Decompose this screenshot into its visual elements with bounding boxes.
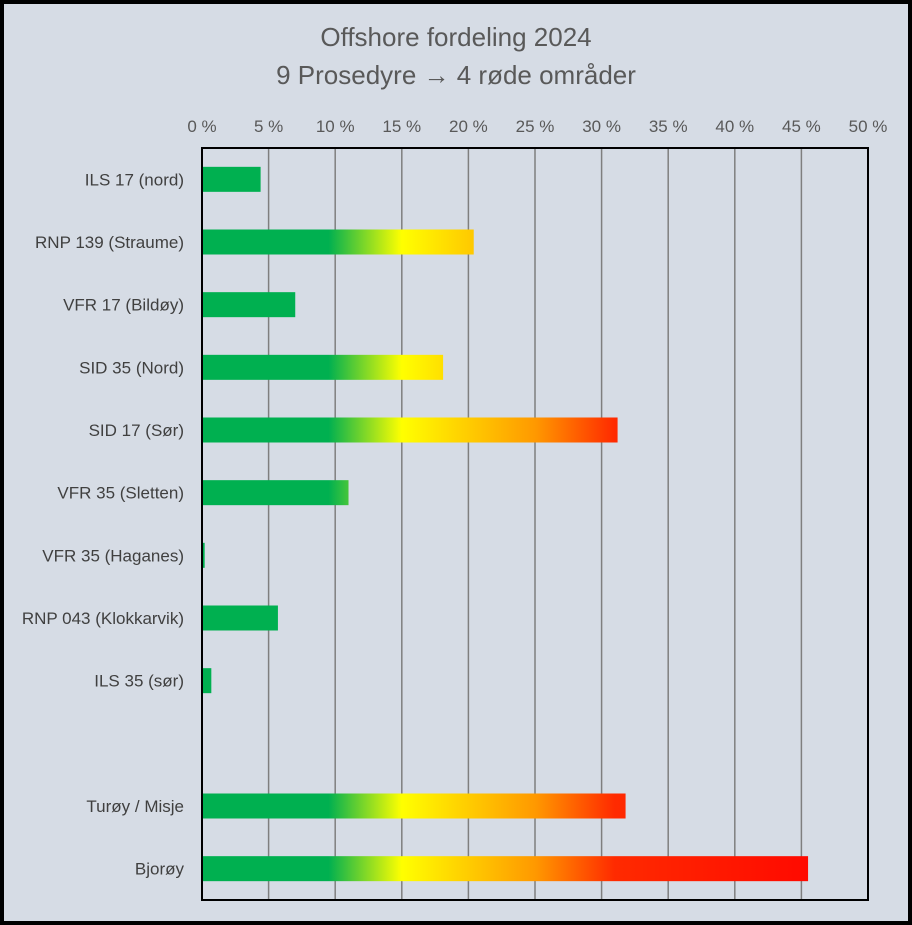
gridlines: [267, 148, 803, 900]
category-label: RNP 139 (Straume): [35, 233, 184, 252]
bar: [202, 480, 349, 506]
x-tick-label: 50 %: [849, 117, 888, 136]
x-tick-label: 30 %: [582, 117, 621, 136]
x-axis-tick-labels: 0 % 5 % 10 % 15 % 20 % 25 % 30 % 35 % 40 % 45 % 50…: [187, 117, 887, 136]
chart-title: Offshore fordeling 2024: [320, 22, 591, 52]
category-label: VFR 35 (Haganes): [42, 546, 184, 565]
category-labels: ILS 17 (nord) RNP 139 (Straume) VFR 17 (Bi…: [22, 170, 185, 878]
x-tick-label: 15 %: [382, 117, 421, 136]
category-label: VFR 35 (Sletten): [57, 484, 184, 503]
bars: [202, 166, 809, 882]
x-tick-label: 10 %: [316, 117, 355, 136]
bar: [202, 292, 296, 318]
category-label: ILS 35 (sør): [94, 672, 184, 691]
category-label: RNP 043 (Klokkarvik): [22, 609, 184, 628]
bar: [202, 542, 205, 568]
bar: [202, 417, 618, 443]
bar: [202, 793, 626, 819]
bar: [202, 668, 212, 694]
category-label: SID 17 (Sør): [89, 421, 184, 440]
bar: [202, 166, 261, 192]
category-label: VFR 17 (Bildøy): [63, 296, 184, 315]
category-label: Turøy / Misje: [86, 797, 184, 816]
x-tick-label: 0 %: [187, 117, 216, 136]
bar: [202, 605, 278, 631]
x-tick-label: 40 %: [715, 117, 754, 136]
x-tick-label: 5 %: [254, 117, 283, 136]
bar: [202, 229, 474, 255]
bar: [202, 354, 444, 380]
chart-subtitle: 9 Prosedyre → 4 røde områder: [276, 60, 636, 90]
category-label: Bjorøy: [135, 860, 185, 879]
x-tick-label: 20 %: [449, 117, 488, 136]
category-label: SID 35 (Nord): [79, 358, 184, 377]
plot-area-border: [201, 147, 869, 901]
x-tick-label: 45 %: [782, 117, 821, 136]
x-tick-label: 25 %: [516, 117, 555, 136]
x-tick-label: 35 %: [649, 117, 688, 136]
bar: [202, 856, 809, 882]
category-label: ILS 17 (nord): [85, 170, 184, 189]
bar-chart: Offshore fordeling 2024 9 Prosedyre → 4 …: [22, 22, 887, 901]
